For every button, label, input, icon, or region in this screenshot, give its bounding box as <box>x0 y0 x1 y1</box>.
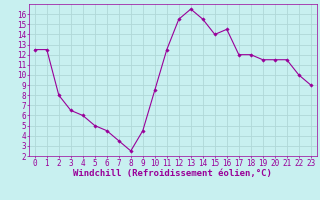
X-axis label: Windchill (Refroidissement éolien,°C): Windchill (Refroidissement éolien,°C) <box>73 169 272 178</box>
